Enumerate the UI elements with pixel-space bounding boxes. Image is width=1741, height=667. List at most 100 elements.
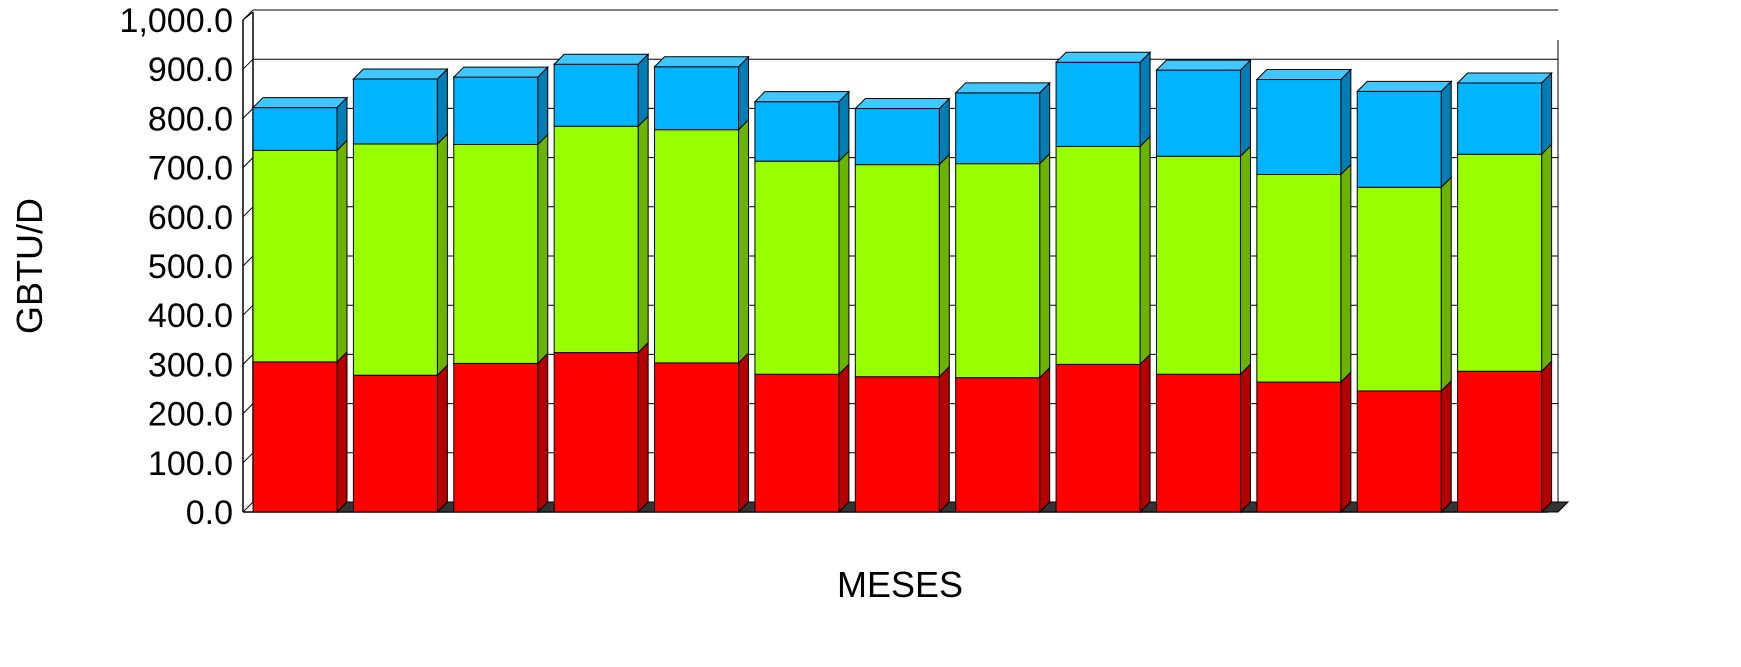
bar-side-s3 xyxy=(436,67,448,146)
y-tick-label: 700.0 xyxy=(148,150,233,188)
wall-tick xyxy=(242,452,254,464)
y-tick-label: 0.0 xyxy=(186,494,233,532)
bar-side-s2 xyxy=(436,132,448,377)
bar-segment-s3 xyxy=(252,107,338,151)
wall-tick xyxy=(242,157,254,168)
bar-side-s2 xyxy=(537,133,549,365)
wall-tick xyxy=(242,501,254,513)
bar-top-s3 xyxy=(1155,59,1252,71)
bar-segment-s3 xyxy=(1155,69,1241,157)
bar-segment-s2 xyxy=(654,129,740,364)
wall-tick xyxy=(242,255,254,267)
bar-side-s1 xyxy=(336,350,348,514)
bars xyxy=(251,51,1570,514)
bar-side-s2 xyxy=(738,118,750,365)
bar-side-s2 xyxy=(1039,152,1051,379)
bar-segment-s2 xyxy=(1457,153,1543,372)
bar-side-s3 xyxy=(1541,71,1553,156)
bar-side-s3 xyxy=(637,53,649,128)
bar-segment-s3 xyxy=(955,92,1041,165)
bar-side-s2 xyxy=(1239,145,1251,376)
y-tick-label: 400.0 xyxy=(148,297,233,335)
bar-side-s1 xyxy=(938,365,950,514)
bar-side-s1 xyxy=(1039,366,1051,514)
bar-segment-s1 xyxy=(1055,363,1141,513)
y-tick-label: 900.0 xyxy=(148,51,233,89)
bar-top-s3 xyxy=(1054,51,1152,63)
bar-side-s2 xyxy=(1139,135,1151,366)
bar-side-s2 xyxy=(938,153,950,378)
wall-tick xyxy=(242,206,254,218)
bar-segment-s3 xyxy=(754,101,840,162)
bar-side-s2 xyxy=(336,139,348,364)
bar-side-s1 xyxy=(537,352,549,514)
bar-segment-s3 xyxy=(553,63,639,127)
bar-top-s3 xyxy=(653,56,750,68)
x-axis-title: MESES xyxy=(837,564,963,605)
bar-segment-s2 xyxy=(1055,145,1141,365)
bar-segment-s1 xyxy=(1457,370,1543,513)
bar-side-s1 xyxy=(838,363,850,514)
y-tick-label: 500.0 xyxy=(148,248,233,286)
bar-top-s3 xyxy=(854,98,951,110)
bar-segment-s3 xyxy=(352,78,438,145)
bar-segment-s2 xyxy=(854,164,940,378)
bar-top-s3 xyxy=(352,68,449,80)
bar-side-s1 xyxy=(436,364,448,514)
bar-segment-s2 xyxy=(453,143,539,364)
wall-tick xyxy=(242,58,254,70)
bar-top-s3 xyxy=(452,66,549,78)
wall-tick xyxy=(242,354,254,365)
bar-segment-s2 xyxy=(754,160,840,375)
bar-segment-s2 xyxy=(1356,186,1442,392)
bar-segment-s3 xyxy=(654,66,740,131)
bar-segment-s3 xyxy=(453,76,539,145)
bar-top-s3 xyxy=(1356,80,1453,92)
wall-tick xyxy=(242,304,254,316)
bar-segment-s1 xyxy=(453,362,539,513)
bar-side-s2 xyxy=(1541,143,1553,373)
y-tick-label: 800.0 xyxy=(148,100,233,138)
bar-top-s3 xyxy=(753,91,851,103)
y-tick-label: 1,000.0 xyxy=(120,2,233,40)
bar-side-s1 xyxy=(1541,360,1553,514)
bar-top-s3 xyxy=(552,53,650,65)
y-axis-title: GBTU/D xyxy=(9,198,50,334)
bar-segment-s3 xyxy=(1356,90,1442,188)
bar-segment-s1 xyxy=(1155,373,1241,513)
bar-side-s1 xyxy=(738,351,750,514)
bar-side-s3 xyxy=(938,97,950,166)
bar-top-s3 xyxy=(251,97,349,109)
bar-segment-s1 xyxy=(1356,390,1442,513)
bar-segment-s1 xyxy=(955,377,1041,513)
bar-side-s1 xyxy=(1340,370,1352,514)
bar-segment-s1 xyxy=(352,374,438,513)
bar-top-s3 xyxy=(1456,72,1553,84)
bar-segment-s1 xyxy=(854,376,940,513)
bar-segment-s2 xyxy=(352,143,438,376)
bar-side-s3 xyxy=(1039,81,1051,165)
bar-segment-s2 xyxy=(955,163,1041,379)
bar-segment-s2 xyxy=(252,149,338,363)
wall-tick xyxy=(242,403,254,414)
bar-side-s1 xyxy=(1440,379,1452,514)
bar-side-s3 xyxy=(1239,58,1251,158)
bar-segment-s2 xyxy=(553,125,639,354)
bar-side-s3 xyxy=(838,90,850,163)
bar-side-s1 xyxy=(1239,363,1251,514)
bar-segment-s1 xyxy=(754,373,840,513)
bar-segment-s1 xyxy=(553,352,639,513)
bar-side-s2 xyxy=(637,115,649,354)
bar-top-s3 xyxy=(1255,69,1353,81)
y-tick-label: 300.0 xyxy=(148,346,233,384)
bar-segment-s3 xyxy=(1055,61,1141,147)
bar-side-s1 xyxy=(637,341,649,514)
bar-side-s3 xyxy=(1440,80,1452,189)
bar-segment-s3 xyxy=(1457,82,1543,155)
y-tick-label: 600.0 xyxy=(148,199,233,237)
wall-tick xyxy=(242,108,254,119)
bar-side-s3 xyxy=(738,55,750,131)
bar-side-s2 xyxy=(1440,176,1452,393)
bar-segment-s2 xyxy=(1256,173,1342,383)
